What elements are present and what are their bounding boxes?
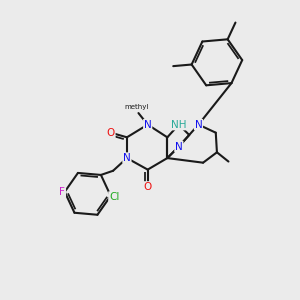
Text: NH: NH bbox=[171, 120, 187, 130]
Text: methyl: methyl bbox=[124, 104, 148, 110]
Text: F: F bbox=[59, 187, 65, 197]
Text: N: N bbox=[195, 120, 202, 130]
Text: N: N bbox=[175, 142, 183, 152]
Text: O: O bbox=[106, 128, 115, 138]
Text: Cl: Cl bbox=[109, 192, 119, 202]
Text: N: N bbox=[123, 153, 131, 163]
Text: O: O bbox=[144, 182, 152, 192]
Text: N: N bbox=[144, 120, 152, 130]
